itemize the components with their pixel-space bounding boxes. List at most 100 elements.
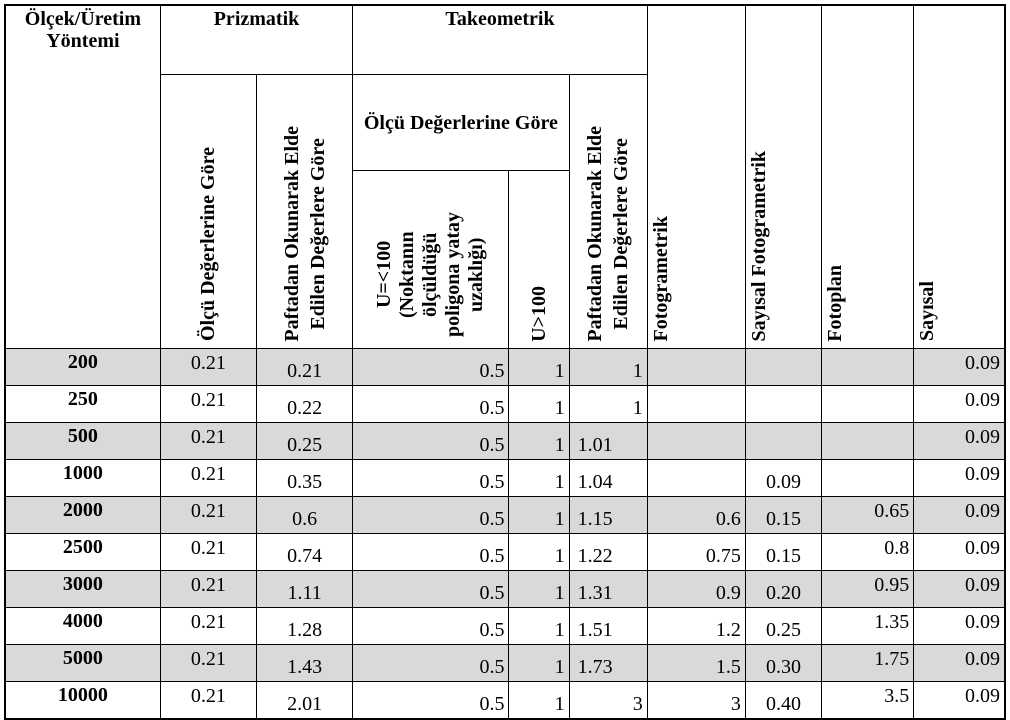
cell-prizmatik-olcu: 0.21 (159, 606, 257, 645)
cell-u-gt-100: 1 (508, 347, 570, 386)
cell-scale: 2000 (4, 495, 161, 534)
cell-takeo-pafta: 1.31 (568, 569, 648, 608)
cell-fotogrametrik: 0.75 (646, 532, 746, 571)
cell-sayisal: 0.09 (913, 458, 1006, 497)
cell-prizmatik-olcu: 0.21 (159, 643, 257, 682)
accuracy-table: Ölçek/Üretim Yöntemi Prizmatik Takeometr… (4, 4, 1006, 720)
table-row: 2500 0.21 0.74 0.5 1 1.22 0.75 0.15 0.8 0.09 (4, 532, 1006, 571)
cell-sayisal-fotogrametrik (744, 384, 823, 423)
table-row: 500 0.21 0.25 0.5 1 1.01 0.09 (4, 421, 1006, 460)
cell-takeo-pafta: 1.01 (568, 421, 648, 460)
header-u-gt-100-label: U>100 (528, 285, 551, 342)
cell-takeo-pafta: 1 (568, 384, 648, 423)
cell-u-le-100: 0.5 (352, 606, 510, 645)
cell-sayisal-fotogrametrik: 0.20 (744, 569, 823, 608)
table-row: 3000 0.21 1.11 0.5 1 1.31 0.9 0.20 0.95 0.09 (4, 569, 1006, 608)
cell-fotoplan: 1.75 (821, 643, 915, 682)
cell-scale: 2500 (4, 532, 161, 571)
header-scale-method: Ölçek/Üretim Yöntemi (4, 4, 161, 349)
cell-sayisal-fotogrametrik: 0.15 (744, 532, 823, 571)
cell-takeo-pafta: 1 (568, 347, 648, 386)
header-sayisal-fotogrametrik: Sayısal Fotogrametrik (744, 4, 823, 349)
cell-prizmatik-pafta: 2.01 (255, 680, 354, 719)
cell-takeo-pafta: 1.04 (568, 458, 648, 497)
cell-sayisal-fotogrametrik: 0.25 (744, 606, 823, 645)
cell-sayisal-fotogrametrik: 0.09 (744, 458, 823, 497)
cell-prizmatik-pafta: 1.28 (255, 606, 354, 645)
header-takeo-pafta: Paftadan Okunarak Elde Edilen Değerlere … (568, 73, 648, 349)
cell-sayisal-fotogrametrik: 0.15 (744, 495, 823, 534)
cell-prizmatik-olcu: 0.21 (159, 458, 257, 497)
cell-prizmatik-pafta: 0.22 (255, 384, 354, 423)
cell-sayisal: 0.09 (913, 569, 1006, 608)
cell-prizmatik-olcu: 0.21 (159, 421, 257, 460)
header-prizmatik-label: Prizmatik (213, 8, 300, 30)
cell-u-le-100: 0.5 (352, 421, 510, 460)
cell-sayisal: 0.09 (913, 495, 1006, 534)
header-takeo-olcu: Ölçü Değerlerine Göre (352, 73, 570, 171)
cell-sayisal: 0.09 (913, 606, 1006, 645)
cell-prizmatik-olcu: 0.21 (159, 384, 257, 423)
cell-fotogrametrik (646, 347, 746, 386)
cell-prizmatik-pafta: 1.43 (255, 643, 354, 682)
cell-fotoplan (821, 421, 915, 460)
cell-u-gt-100: 1 (508, 458, 570, 497)
cell-sayisal: 0.09 (913, 532, 1006, 571)
table-row: 5000 0.21 1.43 0.5 1 1.73 1.5 0.30 1.75 0.09 (4, 643, 1006, 682)
header-prizmatik-pafta-line2: Edilen Değerlere Göre (306, 137, 329, 330)
header-prizmatik-pafta-label: Paftadan Okunarak Elde Edilen Değerlere … (279, 126, 331, 342)
header-prizmatik-olcu-label: Ölçü Değerlerine Göre (197, 147, 220, 342)
cell-scale: 3000 (4, 569, 161, 608)
cell-sayisal: 0.09 (913, 384, 1006, 423)
header-fotoplan: Fotoplan (821, 4, 915, 349)
cell-u-le-100: 0.5 (352, 384, 510, 423)
cell-u-gt-100: 1 (508, 643, 570, 682)
cell-u-le-100: 0.5 (352, 347, 510, 386)
cell-prizmatik-olcu: 0.21 (159, 680, 257, 719)
cell-prizmatik-pafta: 0.25 (255, 421, 354, 460)
cell-sayisal: 0.09 (913, 680, 1006, 719)
header-u-le-100-label: U=<100 (Noktanın ölçüldüğü poligona yata… (373, 212, 488, 337)
cell-fotoplan: 1.35 (821, 606, 915, 645)
cell-fotogrametrik: 0.9 (646, 569, 746, 608)
cell-fotoplan (821, 458, 915, 497)
cell-u-gt-100: 1 (508, 680, 570, 719)
cell-scale: 4000 (4, 606, 161, 645)
cell-sayisal: 0.09 (913, 347, 1006, 386)
cell-fotoplan (821, 384, 915, 423)
cell-sayisal-fotogrametrik (744, 347, 823, 386)
cell-sayisal: 0.09 (913, 643, 1006, 682)
cell-fotogrametrik: 1.2 (646, 606, 746, 645)
header-sayisal-fotogrametrik-label: Sayısal Fotogrametrik (747, 150, 770, 342)
table-row: 4000 0.21 1.28 0.5 1 1.51 1.2 0.25 1.35 0.09 (4, 606, 1006, 645)
cell-fotoplan: 0.65 (821, 495, 915, 534)
cell-scale: 200 (4, 347, 161, 386)
table-row: 250 0.21 0.22 0.5 1 1 0.09 (4, 384, 1006, 423)
cell-prizmatik-pafta: 1.11 (255, 569, 354, 608)
header-prizmatik-olcu: Ölçü Değerlerine Göre (159, 73, 257, 349)
cell-scale: 10000 (4, 680, 161, 719)
cell-scale: 250 (4, 384, 161, 423)
header-prizmatik-pafta: Paftadan Okunarak Elde Edilen Değerlere … (255, 73, 354, 349)
cell-u-gt-100: 1 (508, 495, 570, 534)
table-row: 200 0.21 0.21 0.5 1 1 0.09 (4, 347, 1006, 386)
header-takeo-olcu-label: Ölçü Değerlerine Göre (363, 112, 558, 134)
header-u-le-100-line2: (Noktanın (396, 231, 419, 319)
header-u-le-100: U=<100 (Noktanın ölçüldüğü poligona yata… (352, 169, 510, 349)
cell-u-le-100: 0.5 (352, 680, 510, 719)
header-takeometrik-label: Takeometrik (445, 8, 555, 30)
cell-prizmatik-pafta: 0.35 (255, 458, 354, 497)
table-row: 10000 0.21 2.01 0.5 1 3 3 0.40 3.5 0.09 (4, 680, 1006, 719)
cell-u-le-100: 0.5 (352, 643, 510, 682)
header-u-le-100-line4: poligona yatay (442, 212, 465, 338)
cell-scale: 1000 (4, 458, 161, 497)
cell-fotoplan: 3.5 (821, 680, 915, 719)
cell-u-le-100: 0.5 (352, 458, 510, 497)
cell-takeo-pafta: 1.73 (568, 643, 648, 682)
table-row: 2000 0.21 0.6 0.5 1 1.15 0.6 0.15 0.65 0.09 (4, 495, 1006, 534)
table-body: 200 0.21 0.21 0.5 1 1 0.09 250 0.21 0.22 0.5 1 1 0.09… (4, 347, 1006, 719)
cell-u-le-100: 0.5 (352, 532, 510, 571)
cell-fotogrametrik: 0.6 (646, 495, 746, 534)
header-takeometrik: Takeometrik (352, 4, 648, 75)
header-fotogrametrik-label: Fotogrametrik (649, 215, 672, 342)
